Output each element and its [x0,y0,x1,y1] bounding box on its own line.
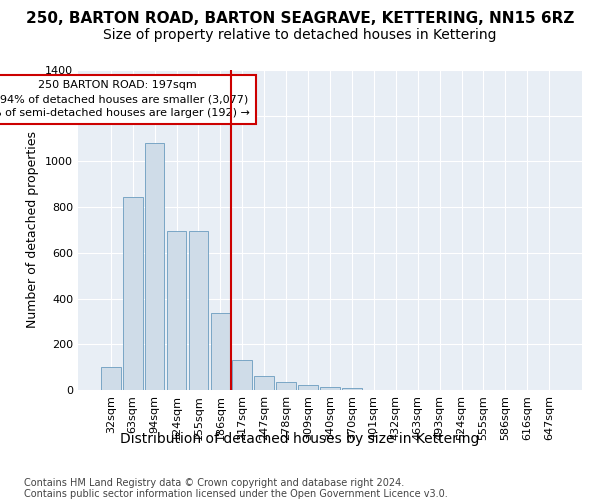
Text: Size of property relative to detached houses in Kettering: Size of property relative to detached ho… [103,28,497,42]
Bar [123,197,143,390]
Text: Contains HM Land Registry data © Crown copyright and database right 2024.
Contai: Contains HM Land Registry data © Crown c… [24,478,448,499]
Text: 250 BARTON ROAD: 197sqm
← 94% of detached houses are smaller (3,077)
6% of semi-: 250 BARTON ROAD: 197sqm ← 94% of detache… [0,80,250,118]
Bar [342,388,362,390]
Text: 250, BARTON ROAD, BARTON SEAGRAVE, KETTERING, NN15 6RZ: 250, BARTON ROAD, BARTON SEAGRAVE, KETTE… [26,11,574,26]
Bar [298,386,318,390]
Bar [188,231,208,390]
Bar [276,382,296,390]
Bar [167,231,187,390]
Bar [211,314,230,390]
Bar [232,360,252,390]
Bar [101,367,121,390]
Bar [254,376,274,390]
Bar [320,386,340,390]
Text: Distribution of detached houses by size in Kettering: Distribution of detached houses by size … [121,432,479,446]
Bar [145,143,164,390]
Y-axis label: Number of detached properties: Number of detached properties [26,132,40,328]
